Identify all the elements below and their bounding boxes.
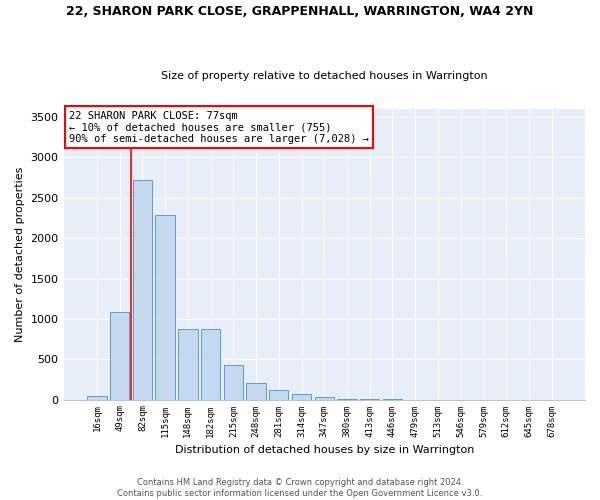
- Bar: [314, 397, 334, 400]
- Title: Size of property relative to detached houses in Warrington: Size of property relative to detached ho…: [161, 70, 488, 81]
- Bar: [110, 312, 130, 400]
- Bar: [133, 180, 152, 400]
- Text: Contains HM Land Registry data © Crown copyright and database right 2024.
Contai: Contains HM Land Registry data © Crown c…: [118, 478, 482, 498]
- Bar: [178, 330, 197, 400]
- Bar: [247, 384, 266, 400]
- X-axis label: Distribution of detached houses by size in Warrington: Distribution of detached houses by size …: [175, 445, 474, 455]
- Bar: [201, 330, 220, 400]
- Bar: [87, 396, 107, 400]
- Text: 22, SHARON PARK CLOSE, GRAPPENHALL, WARRINGTON, WA4 2YN: 22, SHARON PARK CLOSE, GRAPPENHALL, WARR…: [67, 5, 533, 18]
- Bar: [337, 398, 356, 400]
- Text: 22 SHARON PARK CLOSE: 77sqm
← 10% of detached houses are smaller (755)
90% of se: 22 SHARON PARK CLOSE: 77sqm ← 10% of det…: [69, 110, 369, 144]
- Y-axis label: Number of detached properties: Number of detached properties: [15, 166, 25, 342]
- Bar: [224, 365, 243, 400]
- Bar: [155, 215, 175, 400]
- Bar: [269, 390, 289, 400]
- Bar: [292, 394, 311, 400]
